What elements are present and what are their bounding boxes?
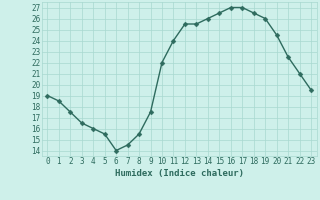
X-axis label: Humidex (Indice chaleur): Humidex (Indice chaleur) <box>115 169 244 178</box>
